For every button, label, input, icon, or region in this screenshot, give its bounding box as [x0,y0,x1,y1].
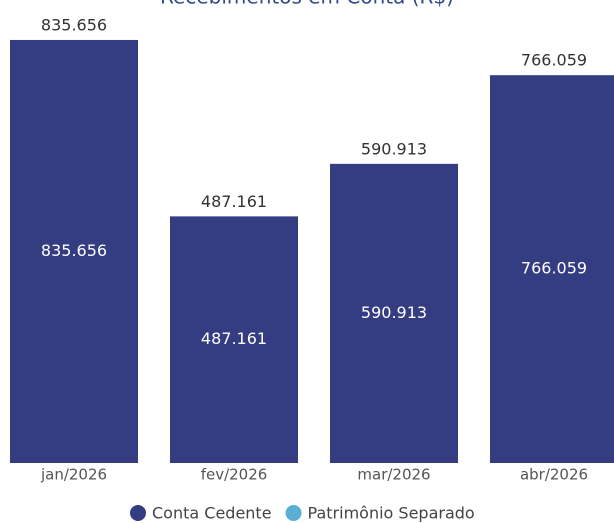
bar-value-label: 487.161 [201,329,267,348]
legend-label: Patrimônio Separado [308,504,475,523]
total-label: 487.161 [201,192,267,211]
x-tick-label: abr/2026 [520,466,588,484]
x-tick-label: jan/2026 [40,466,107,484]
bar [10,39,138,464]
bar [170,216,298,463]
bar [490,75,614,463]
bar-value-label: 766.059 [521,259,587,278]
legend-label: Conta Cedente [152,504,272,523]
chart-title: Recebimentos em Conta (R$) [160,0,454,9]
total-label: 590.913 [361,139,427,158]
bar-value-label: 835.656 [41,241,107,260]
legend-marker [285,505,302,521]
total-label: 766.059 [521,51,587,70]
x-tick-label: mar/2026 [357,466,430,484]
bar [330,163,458,463]
x-tick-label: fev/2026 [201,466,268,484]
legend-marker [130,505,146,521]
bar-value-label: 590.913 [361,303,427,322]
total-label: 835.656 [41,15,107,34]
